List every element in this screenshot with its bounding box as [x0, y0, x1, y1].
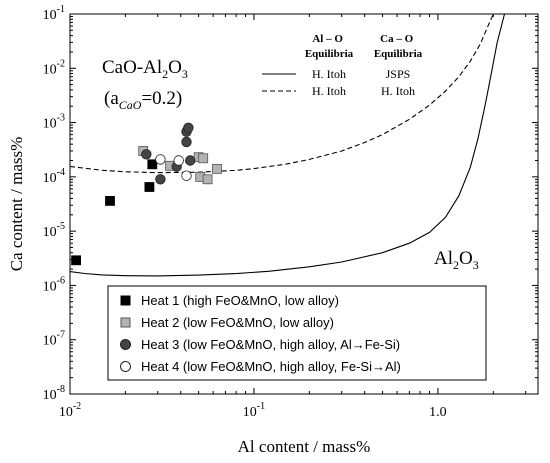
x-tick-label: 10-2 — [59, 401, 81, 420]
line-legend-col2-header: Ca – O Equilibria — [374, 33, 423, 60]
legend-marker-heat-3 — [120, 339, 131, 350]
data-point-heat-2 — [198, 153, 209, 164]
line-legend-row2-col1: H. Itoh — [312, 84, 346, 98]
line-legend-col1-header: Al – O Equilibria — [305, 33, 354, 60]
x-tick-label: 10-1 — [243, 401, 265, 420]
data-points — [71, 122, 222, 266]
series-legend: Heat 1 (high FeO&MnO, low alloy) Heat 2 … — [107, 285, 487, 381]
region-label-activity: (aCaO=0.2) — [104, 88, 182, 112]
equilibrium-line-solid — [69, 13, 506, 277]
y-tick-label: 10-3 — [43, 113, 65, 132]
plot-area-frame — [69, 13, 539, 395]
equilibrium-line-dashed — [69, 13, 494, 174]
data-point-heat-1 — [147, 159, 158, 170]
legend-marker-heat-4 — [120, 361, 131, 372]
y-tick-label: 10-6 — [43, 275, 65, 294]
region-label-cao-al2o3: CaO-Al2O3 — [102, 57, 188, 81]
line-legend: Al – O Equilibria Ca – O Equilibria H. I… — [262, 33, 423, 98]
data-point-heat-1 — [144, 182, 155, 192]
y-tick-label: 10-4 — [43, 167, 65, 186]
data-point-heat-2 — [202, 174, 213, 185]
data-point-heat-3 — [141, 149, 152, 160]
y-axis-label: Ca content / mass% — [7, 137, 26, 272]
data-point-heat-1 — [105, 195, 115, 206]
data-point-heat-4 — [173, 155, 184, 166]
data-point-heat-3 — [155, 174, 166, 185]
data-point-heat-3 — [181, 136, 192, 148]
y-tick-label: 10-8 — [43, 384, 65, 403]
y-tick-label: 10-7 — [43, 330, 65, 349]
y-tick-label: 10-2 — [43, 58, 65, 77]
line-legend-row1-col1: H. Itoh — [312, 67, 346, 81]
x-tick-label: 1.0 — [429, 405, 447, 420]
region-label-al2o3: Al2O3 — [434, 248, 479, 272]
legend-label-heat-3: Heat 3 (low FeO&MnO, high alloy, Al→Fe-S… — [141, 337, 400, 352]
y-tick-label: 10-5 — [43, 221, 65, 240]
line-legend-row1-col2: JSPS — [386, 67, 411, 81]
x-axis-ticks: 10-2 10-1 1.0 — [59, 14, 527, 420]
legend-marker-heat-1 — [120, 295, 131, 306]
series-legend-box — [107, 285, 487, 381]
data-point-heat-1 — [71, 255, 81, 266]
equilibrium-lines — [69, 13, 506, 277]
data-point-heat-3 — [183, 122, 194, 134]
y-tick-label: 10-1 — [43, 4, 65, 23]
y-axis-ticks: 10-8 10-7 10-6 10-5 10-4 10-3 10-2 10-1 — [43, 4, 538, 403]
x-axis-label: Al content / mass% — [238, 437, 371, 456]
legend-label-heat-4: Heat 4 (low FeO&MnO, high alloy, Fe-Si→A… — [141, 359, 401, 374]
legend-label-heat-2: Heat 2 (low FeO&MnO, low alloy) — [141, 315, 334, 330]
legend-label-heat-1: Heat 1 (high FeO&MnO, low alloy) — [141, 293, 339, 308]
data-point-heat-4 — [181, 170, 192, 181]
line-legend-row2-col2: H. Itoh — [381, 84, 415, 98]
data-point-heat-2 — [212, 163, 222, 174]
data-point-heat-4 — [155, 154, 166, 165]
legend-marker-heat-2 — [120, 317, 131, 328]
data-point-heat-3 — [184, 155, 196, 166]
